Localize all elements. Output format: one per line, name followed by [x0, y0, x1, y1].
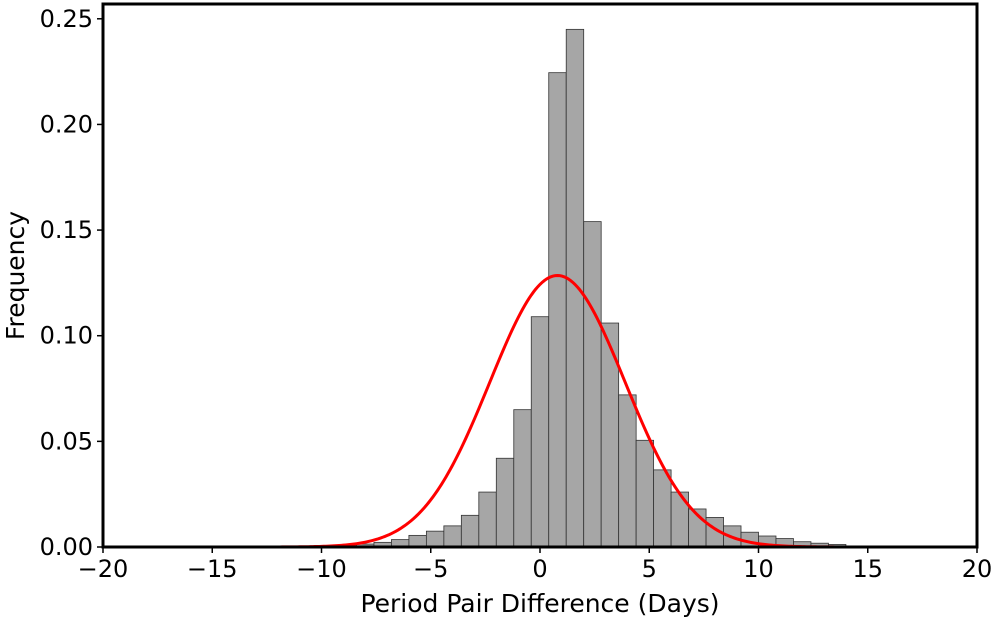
- y-tick-label: 0.10: [40, 322, 93, 350]
- histogram-bar: [513, 409, 532, 548]
- histogram-bar: [478, 491, 497, 548]
- histogram-bar: [635, 439, 655, 548]
- histogram-bar: [443, 525, 462, 548]
- x-tick-label: 15: [852, 555, 883, 583]
- x-tick-label: 5: [642, 555, 657, 583]
- histogram-bar: [495, 457, 515, 548]
- x-tick-label: −20: [78, 555, 129, 583]
- y-tick-label: 0.00: [40, 533, 93, 561]
- x-tick-label: −10: [296, 555, 347, 583]
- histogram-bar: [530, 316, 550, 548]
- y-tick-label: 0.05: [40, 427, 93, 455]
- histogram-bar: [653, 469, 672, 548]
- histogram-bars: [303, 28, 847, 548]
- x-tick-label: 10: [743, 555, 774, 583]
- y-tick-label: 0.15: [40, 216, 93, 244]
- histogram-bar: [425, 530, 445, 548]
- x-tick-label: 20: [962, 555, 993, 583]
- histogram-bar: [618, 394, 637, 548]
- x-tick-label: −5: [413, 555, 448, 583]
- histogram-bar: [460, 514, 480, 548]
- y-tick-label: 0.25: [40, 5, 93, 33]
- y-axis-label: Frequency: [1, 211, 30, 340]
- x-axis-ticks: −20 −15 −10 −5 0 5 10 15 20: [78, 547, 993, 583]
- x-tick-label: 0: [532, 555, 547, 583]
- y-axis-ticks: 0.00 0.05 0.10 0.15 0.20 0.25: [40, 5, 103, 561]
- histogram-bar: [408, 534, 427, 548]
- histogram-bar: [548, 72, 567, 548]
- y-tick-label: 0.20: [40, 110, 93, 138]
- x-axis-label: Period Pair Difference (Days): [360, 589, 719, 618]
- histogram-bar: [583, 221, 602, 548]
- histogram-bar: [565, 28, 585, 548]
- x-tick-label: −15: [187, 555, 238, 583]
